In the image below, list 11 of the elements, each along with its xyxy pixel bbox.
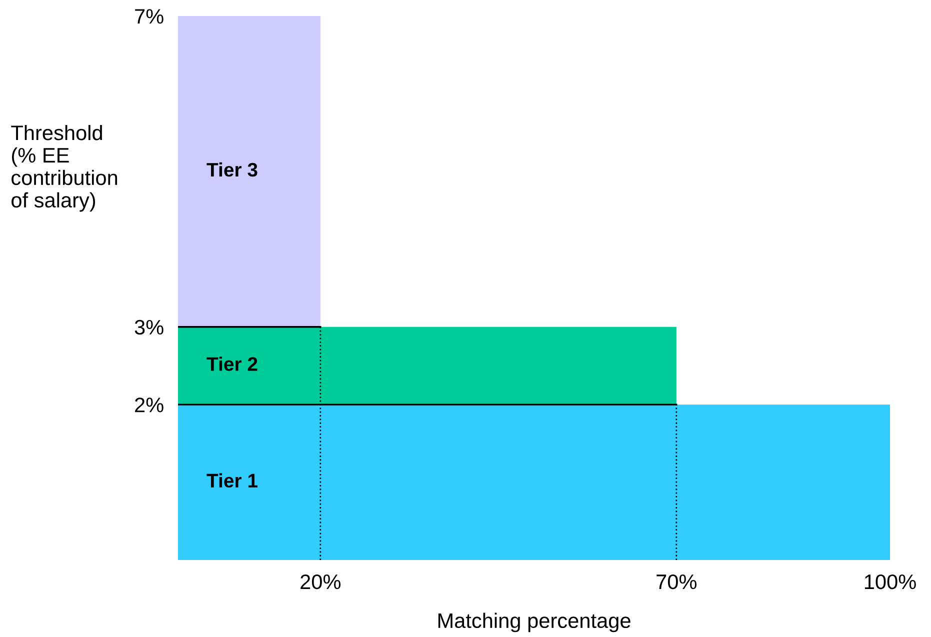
x-tick-label: 20%	[300, 574, 341, 590]
x-tick-label: 100%	[864, 574, 916, 590]
series-label: Tier 1	[206, 473, 258, 488]
series-label: Tier 2	[206, 356, 258, 371]
x-axis-title: Matching percentage	[438, 612, 630, 632]
y-axis-title: Threshold (% EE contribution of salary)	[11, 124, 118, 212]
series-label: Tier 3	[206, 162, 258, 177]
y-tick-label: 3%	[134, 320, 164, 335]
y-tick-label: 7%	[135, 9, 164, 24]
x-tick-label: 70%	[656, 574, 697, 590]
y-tick-label: 2%	[135, 398, 164, 412]
